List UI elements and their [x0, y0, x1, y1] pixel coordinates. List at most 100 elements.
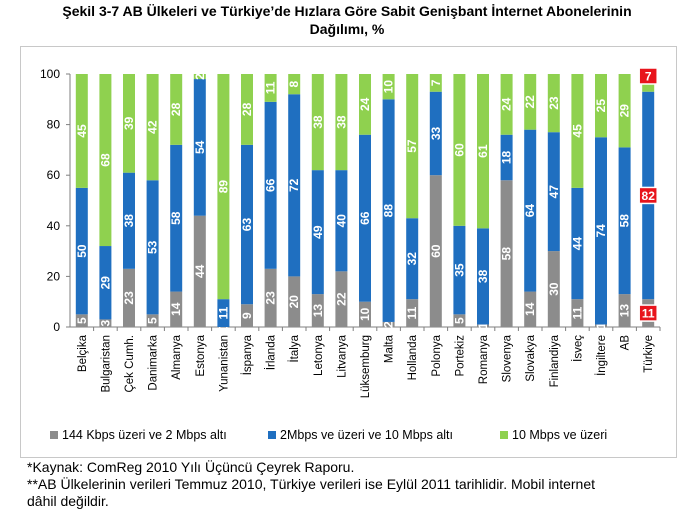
bar-segment: [382, 99, 395, 322]
bar-value-label: 11: [216, 306, 230, 319]
bar-segment: [359, 134, 371, 302]
bar-value-label: 38: [334, 115, 348, 129]
bar-value-label: 40: [334, 214, 348, 228]
bar-value-label: 58: [169, 211, 183, 225]
bar-segment: [595, 137, 607, 325]
bar-value-label: 7: [429, 79, 443, 86]
bar-value-label: 9: [240, 312, 254, 319]
x-category-label: Hollanda: [407, 334, 419, 380]
bar-segment: [288, 74, 301, 95]
bar-value-label: 11: [264, 81, 278, 94]
bar-segment: [170, 144, 183, 292]
legend-item-green: 10 Mbps ve üzeri: [500, 428, 607, 442]
bar-value-label: 14: [169, 302, 183, 316]
x-category-label: Slovakya: [525, 334, 537, 381]
bar-segment: [99, 319, 112, 327]
bar-segment: [241, 304, 253, 327]
x-category-label: İngiltere: [595, 335, 608, 376]
bar-value-label: 45: [570, 124, 584, 138]
bar-value-label: 18: [500, 150, 514, 164]
bar-value-label: 60: [429, 244, 443, 258]
y-tick-label: 100: [40, 67, 60, 81]
bar-value-label: 74: [594, 224, 608, 238]
bar-segment: [193, 215, 206, 327]
bar-value-label: 30: [547, 282, 561, 296]
bar-segment: [288, 276, 301, 327]
bar-value-label: 29: [618, 104, 632, 118]
bar-segment: [406, 299, 419, 327]
x-category-label: Malta: [384, 334, 396, 363]
bar-segment: [359, 74, 371, 135]
bar-value-label: 2: [193, 73, 207, 80]
chart-title-line-1: Şekil 3-7 AB Ülkeleri ve Türkiye’de Hızl…: [62, 3, 632, 19]
bar-segment: [500, 180, 513, 327]
bar-segment: [618, 294, 631, 327]
highlight-label-box: [638, 304, 658, 322]
bar-segment: [288, 94, 301, 277]
bar-segment: [75, 187, 88, 315]
bar-segment: [170, 291, 183, 327]
bar-segment: [311, 294, 324, 327]
bar-value-label: 49: [311, 225, 325, 239]
bar-value-label: 13: [311, 304, 325, 318]
bar-value-label: 1: [594, 322, 608, 329]
bar-segment: [453, 225, 466, 315]
bar-value-label: 22: [523, 95, 537, 109]
x-category-label: Bulgaristan: [100, 335, 112, 393]
bar-segment: [571, 187, 584, 300]
legend-item-gray: 144 Kbps üzeri ve 2 Mbps altı: [50, 428, 227, 442]
bar-segment: [547, 132, 560, 252]
bar-segment: [99, 74, 112, 247]
bar-value-label: 8: [287, 80, 301, 87]
bar-segment: [571, 299, 584, 327]
y-tick-label: 0: [53, 320, 60, 334]
bar-segment: [453, 314, 466, 327]
bar-value-label: 38: [122, 214, 136, 228]
bar-segment: [335, 271, 348, 327]
bar-value-label: 2: [382, 321, 396, 328]
bar-value-label: 63: [240, 218, 254, 232]
bar-value-label: 23: [122, 291, 136, 305]
bar-value-label: 7: [645, 70, 652, 84]
bar-value-label: 89: [216, 180, 230, 194]
bar-segment: [264, 74, 277, 102]
bar-value-label: 42: [146, 120, 160, 134]
bar-value-label: 24: [358, 97, 372, 111]
bar-segment: [146, 314, 159, 327]
bar-segment: [382, 321, 395, 327]
bar-value-label: 20: [287, 295, 301, 309]
bar-value-label: 58: [500, 247, 514, 261]
x-category-label: Slovenya: [502, 334, 514, 382]
bar-value-label: 35: [452, 263, 466, 277]
bar-value-label: 68: [98, 153, 112, 167]
x-category-label: Finlandiya: [549, 334, 561, 387]
y-tick-label: 60: [47, 168, 61, 182]
bar-value-label: 28: [169, 102, 183, 116]
bar-value-label: 66: [264, 178, 278, 192]
bar-segment: [547, 251, 560, 327]
bar-segment: [406, 218, 419, 300]
bar-value-label: 10: [382, 80, 396, 94]
bar-value-label: 58: [618, 214, 632, 228]
bar-value-label: 5: [452, 317, 466, 324]
footnote-dates-cont: dâhil değildir.: [27, 493, 109, 509]
x-category-label: Portekiz: [454, 335, 466, 377]
bar-value-label: 5: [75, 317, 89, 324]
y-tick-label: 80: [47, 118, 61, 132]
bar-value-label: 53: [146, 240, 160, 254]
x-category-label: İspanya: [241, 334, 254, 375]
bar-value-label: 45: [75, 124, 89, 138]
footnote-dates: **AB Ülkelerinin verileri Temmuz 2010, T…: [27, 476, 596, 492]
chart-frame: [20, 46, 677, 458]
bar-segment: [595, 74, 607, 138]
bar-value-label: 23: [547, 96, 561, 110]
x-category-label: Yunanistan: [218, 335, 230, 392]
bar-segment: [595, 324, 607, 327]
x-category-label: Litvanya: [336, 334, 348, 377]
legend-swatch-blue: [268, 431, 276, 439]
bar-value-label: 47: [547, 185, 561, 199]
x-category-label: Danimarka: [148, 334, 160, 390]
highlight-label-box: [638, 186, 658, 205]
bar-value-label: 50: [75, 244, 89, 258]
